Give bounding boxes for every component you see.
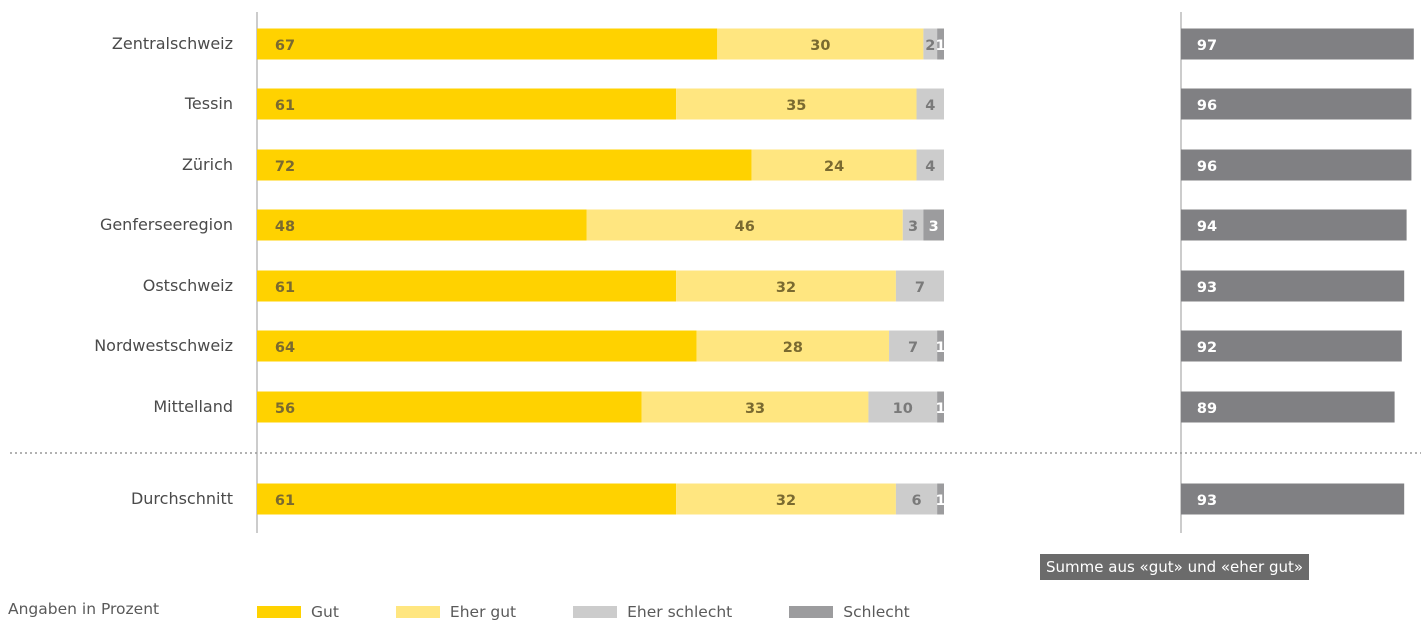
- value-label: 48: [275, 219, 295, 235]
- legend-item: Eher schlecht: [573, 603, 732, 621]
- sum-value-label: 97: [1197, 38, 1217, 54]
- value-label: 61: [275, 493, 295, 509]
- value-label: 72: [275, 159, 295, 175]
- bar-segment: [676, 88, 917, 120]
- bar-segment: [717, 28, 924, 60]
- bar-segment: [868, 391, 938, 423]
- legend-swatch: [395, 606, 440, 618]
- category-label: Genferseeregion: [100, 215, 233, 234]
- legend: Gut Eher gut Eher schlecht Schlecht: [257, 603, 910, 621]
- bar-segment: [923, 28, 938, 60]
- legend-item: Eher gut: [395, 603, 517, 621]
- sum-value-label: 96: [1197, 98, 1217, 114]
- bar-segment: [937, 391, 944, 423]
- value-label: 24: [824, 159, 844, 175]
- bar-segment: [937, 28, 944, 60]
- bar-segment: [751, 149, 917, 181]
- value-label: 2: [925, 38, 935, 54]
- legend-label: Eher schlecht: [627, 603, 733, 621]
- value-label: 28: [783, 340, 803, 356]
- bar-segment: [923, 209, 944, 241]
- legend-swatch: [789, 606, 834, 618]
- value-label: 67: [275, 38, 295, 54]
- bar-segment: [895, 483, 938, 515]
- bar-segment: [641, 391, 869, 423]
- sum-value-label: 93: [1197, 493, 1217, 509]
- sum-bar: [1181, 330, 1402, 362]
- bar-segment: [257, 149, 752, 181]
- bar-segment: [257, 28, 718, 60]
- sum-value-label: 93: [1197, 280, 1217, 296]
- sum-bar: [1181, 209, 1407, 241]
- sum-value-label: 96: [1197, 159, 1217, 175]
- category-label: Nordwestschweiz: [94, 336, 233, 355]
- value-label: 1: [936, 340, 946, 356]
- bar-segment: [696, 330, 890, 362]
- sum-value-label: 89: [1197, 401, 1217, 417]
- bar-segment: [257, 391, 642, 423]
- value-label: 35: [786, 98, 806, 114]
- value-label: 46: [735, 219, 755, 235]
- value-label: 10: [893, 401, 913, 417]
- legend-item: Gut: [257, 603, 339, 621]
- sum-bar: [1181, 270, 1405, 302]
- bar-segment: [586, 209, 903, 241]
- category-label: Ostschweiz: [143, 276, 233, 295]
- bar-segment: [257, 483, 677, 515]
- category-label: Tessin: [184, 94, 233, 113]
- value-label: 30: [810, 38, 830, 54]
- bar-segment: [902, 209, 924, 241]
- bar-segment: [916, 88, 944, 120]
- bar-segment: [937, 330, 944, 362]
- bar-segment: [895, 270, 944, 302]
- sum-value-label: 92: [1197, 340, 1217, 356]
- value-label: 64: [275, 340, 295, 356]
- legend-label: Eher gut: [449, 603, 517, 621]
- legend-item: Schlecht: [789, 603, 910, 621]
- bar-segment: [916, 149, 944, 181]
- value-label: 1: [936, 401, 946, 417]
- legend-swatch: [257, 606, 301, 618]
- bar-segment: [257, 209, 587, 241]
- value-label: 32: [776, 493, 796, 509]
- bar-segment: [676, 483, 896, 515]
- value-label: 4: [925, 159, 935, 175]
- bar-segment: [889, 330, 938, 362]
- value-label: 56: [275, 401, 295, 417]
- legend-label: Gut: [311, 603, 339, 621]
- value-label: 7: [915, 280, 925, 296]
- bar-segment: [257, 330, 697, 362]
- value-label: 1: [936, 493, 946, 509]
- category-label: Zentralschweiz: [112, 34, 233, 53]
- sum-bar: [1181, 149, 1412, 181]
- units-note: Angaben in Prozent: [8, 600, 160, 618]
- category-label: Mittelland: [153, 397, 233, 416]
- sum-caption: Summe aus «gut» und «eher gut»: [1040, 554, 1310, 580]
- value-label: 61: [275, 280, 295, 296]
- bar-segment: [676, 270, 896, 302]
- value-label: 33: [745, 401, 765, 417]
- sum-bar: [1181, 88, 1412, 120]
- value-label: 3: [929, 219, 939, 235]
- value-label: 7: [908, 340, 918, 356]
- value-label: 1: [936, 38, 946, 54]
- category-label: Zürich: [182, 155, 233, 174]
- bar-segment: [937, 483, 944, 515]
- sum-value-label: 94: [1197, 219, 1217, 235]
- category-label: Durchschnitt: [131, 489, 233, 508]
- bar-segment: [257, 88, 677, 120]
- value-label: 6: [911, 493, 921, 509]
- sum-bar: [1181, 391, 1395, 423]
- sum-bar: [1181, 28, 1414, 60]
- sum-bar: [1181, 483, 1405, 515]
- legend-label: Schlecht: [843, 603, 910, 621]
- bar-segment: [257, 270, 677, 302]
- value-label: 4: [925, 98, 935, 114]
- value-label: 61: [275, 98, 295, 114]
- value-label: 3: [908, 219, 918, 235]
- value-label: 32: [776, 280, 796, 296]
- legend-swatch: [573, 606, 618, 618]
